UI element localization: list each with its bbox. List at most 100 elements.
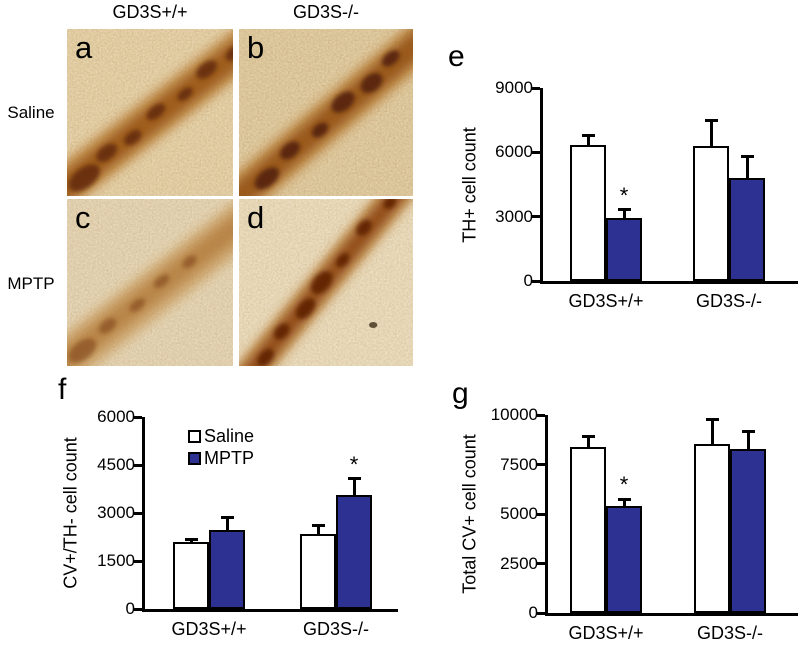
column-header-gd3s-wt: GD3S+/+ <box>112 2 188 22</box>
y-tick-label: 0 <box>125 599 135 618</box>
error-bar-stem <box>746 431 750 449</box>
bar-mptp-2 <box>729 178 765 281</box>
error-bar-cap <box>347 477 361 481</box>
error-bar-stem <box>316 525 320 535</box>
significance-asterisk: * <box>349 451 359 477</box>
y-tick-label: 7500 <box>500 454 538 474</box>
error-bar-cap <box>184 537 198 541</box>
y-tick-label: 3000 <box>495 206 533 226</box>
error-bar-stem <box>586 436 590 447</box>
y-tick-label: 10000 <box>490 405 538 424</box>
x-category-label: GD3S+/+ <box>171 619 247 639</box>
y-tick <box>537 512 545 516</box>
bar-saline-2 <box>694 443 730 613</box>
significance-asterisk: * <box>619 182 629 208</box>
x-category-label: GD3S+/+ <box>568 291 644 311</box>
y-tick-label: 5000 <box>500 504 538 523</box>
error-bar-stem <box>622 499 626 507</box>
panel-letter-f: f <box>58 373 67 406</box>
x-axis-line <box>540 281 798 284</box>
y-axis-line <box>142 417 145 612</box>
micrograph-c-image <box>67 199 233 366</box>
panel-letter-c: c <box>75 200 91 235</box>
bar-mptp-1 <box>209 529 245 609</box>
y-tick-label: 0 <box>523 271 533 290</box>
bar-mptp-1 <box>606 506 642 613</box>
y-tick <box>537 463 545 466</box>
chart-th-cell-count: e TH+ cell count 9000 6000 3000 0 * GD3S+/+ GD… <box>420 40 800 340</box>
stain-band <box>239 199 413 366</box>
significance-asterisk: * <box>619 472 629 498</box>
error-bar-cap <box>740 155 754 159</box>
bar-saline-2 <box>300 534 336 609</box>
y-axis-line <box>540 88 543 284</box>
bar-saline-1 <box>570 446 606 613</box>
plot-area-e: 9000 6000 3000 0 * GD3S+/+ GD3S-/- <box>495 78 798 311</box>
error-bar-stem <box>352 478 356 496</box>
error-bar-stem <box>622 209 626 218</box>
panel-letter-g: g <box>452 377 469 410</box>
error-bar-cap <box>617 497 631 501</box>
error-bar-cap <box>704 118 718 122</box>
y-tick <box>532 150 540 154</box>
error-bar-stem <box>710 419 714 444</box>
y-tick <box>532 279 540 283</box>
error-bar-stem <box>745 156 749 179</box>
bar-mptp-2 <box>336 495 372 609</box>
micrograph-d: d <box>239 199 413 366</box>
y-tick <box>532 86 540 90</box>
y-tick <box>537 413 545 417</box>
y-tick <box>134 463 142 467</box>
error-bar-stem <box>225 517 229 530</box>
panel-letter-d: d <box>247 200 265 235</box>
row-label-mptp: MPTP <box>7 274 55 293</box>
y-axis-line <box>545 415 548 616</box>
error-bar-cap <box>741 430 755 434</box>
x-axis-line <box>545 613 798 616</box>
y-tick-label: 3000 <box>97 503 135 522</box>
micrograph-c: c <box>67 199 233 366</box>
legend: Saline MPTP <box>188 425 254 469</box>
y-tick-label: 1500 <box>97 551 135 570</box>
bar-saline-1 <box>570 144 606 281</box>
y-tick-label: 0 <box>528 603 538 622</box>
y-tick <box>532 215 540 219</box>
y-tick-label: 2500 <box>500 553 538 573</box>
error-bar-cap <box>705 418 719 422</box>
y-tick <box>134 607 142 611</box>
legend-label: MPTP <box>204 448 255 468</box>
x-category-label: GD3S-/- <box>302 619 369 639</box>
y-tick-label: 9000 <box>495 78 533 97</box>
legend-swatch-saline <box>188 429 201 443</box>
row-label-saline: Saline <box>7 103 55 122</box>
error-bar-cap <box>311 523 325 527</box>
error-bar-cap <box>220 516 234 520</box>
x-axis-line <box>142 609 398 612</box>
bar-mptp-2 <box>730 448 766 613</box>
y-tick-label: 4500 <box>97 455 135 474</box>
y-tick <box>134 415 142 419</box>
plot-area-g: 10000 7500 5000 2500 0 * GD3S+/+ GD3S-/- <box>491 405 798 643</box>
error-bar-cap <box>581 435 595 439</box>
micrograph-d-image <box>239 199 413 366</box>
micrograph-a-image <box>67 29 233 196</box>
x-category-label: GD3S-/- <box>696 623 763 643</box>
chart-total-cv-cell-count: g Total CV+ cell count 10000 7500 5000 2500… <box>420 372 800 647</box>
error-bar-cap <box>617 208 631 212</box>
x-category-label: GD3S-/- <box>695 291 762 311</box>
stain-band <box>67 29 233 196</box>
panel-letter-a: a <box>75 30 93 65</box>
panel-letter-e: e <box>448 40 465 73</box>
column-header-gd3s-ko: GD3S-/- <box>292 2 359 22</box>
bar-saline-2 <box>693 145 729 281</box>
y-tick <box>537 562 545 565</box>
plot-area-f: 6000 4500 3000 1500 0 GD3S+/+ * GD3S-/- Saline MP… <box>97 407 398 639</box>
micrograph-a: a <box>67 29 233 196</box>
y-tick-label: 6000 <box>495 142 533 162</box>
error-bar-stem <box>586 135 590 145</box>
x-category-label: GD3S+/+ <box>568 623 644 643</box>
legend-item-mptp: MPTP <box>188 447 254 469</box>
stain-band <box>239 29 413 196</box>
y-tick-label: 6000 <box>97 407 135 426</box>
